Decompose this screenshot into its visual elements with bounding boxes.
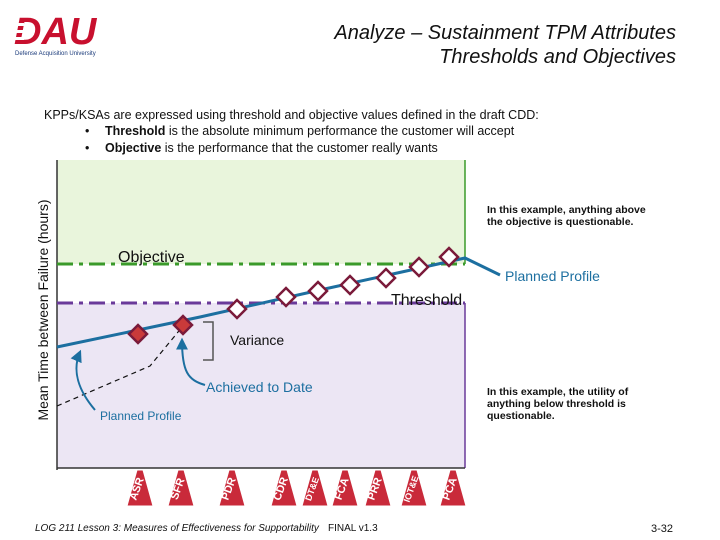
milestone-dte: DT&E — [301, 469, 329, 507]
profile-marker — [438, 246, 460, 268]
milestone-marker — [439, 469, 467, 507]
achieved-marker — [127, 323, 149, 345]
footer-course: LOG 211 Lesson 3: Measures of Effectiven… — [35, 523, 319, 534]
milestone-marker — [126, 469, 154, 507]
note-line: the objective is questionable. — [487, 216, 634, 228]
logo-tagline: Defense Acquisition University — [15, 51, 96, 57]
milestone-sfr: SFR — [167, 469, 195, 507]
profile-marker — [307, 280, 329, 302]
objective-zone — [57, 160, 465, 264]
milestone-pca: PCA — [439, 469, 467, 507]
profile-marker — [275, 286, 297, 308]
note-line: anything below threshold is — [487, 398, 626, 410]
profile-marker — [408, 256, 430, 278]
profile-marker — [339, 274, 361, 296]
page-subtitle: Thresholds and Objectives — [439, 46, 676, 68]
achieved-marker — [172, 314, 194, 336]
footer-page: 3-32 — [651, 523, 674, 535]
note-line: In this example, the utility of — [487, 386, 629, 398]
dau-logo: DAU Defense Acquisition University — [14, 11, 98, 57]
milestone-marker — [167, 469, 195, 507]
milestone-prr: PRR — [364, 469, 392, 507]
note-line: questionable. — [487, 410, 555, 422]
profile-marker — [375, 267, 397, 289]
milestone-marker — [270, 469, 298, 507]
milestones: ASR SFR PDR CDR DT&E FCA PRR IOT&E PCA — [126, 469, 467, 507]
bullet-marker: • — [85, 141, 90, 155]
achieved-label: Achieved to Date — [206, 379, 313, 395]
planned-profile-left-label: Planned Profile — [100, 409, 182, 423]
planned-profile-right-label: Planned Profile — [505, 268, 600, 284]
milestone-cdr: CDR — [270, 469, 298, 507]
note-line: In this example, anything above — [487, 204, 646, 216]
bullet-marker: • — [85, 124, 90, 138]
note-below-threshold: In this example, the utility of anything… — [487, 386, 628, 422]
intro-text: KPPs/KSAs are expressed using threshold … — [44, 108, 539, 122]
objective-label: Objective — [118, 249, 185, 266]
profile-markers — [226, 246, 460, 320]
milestone-iote: IOT&E — [400, 469, 428, 507]
milestone-marker — [218, 469, 246, 507]
bullet-objective: • Objective is the performance that the c… — [85, 141, 438, 155]
achieved-to-date-line — [56, 325, 184, 407]
note-above-objective: In this example, anything above the obje… — [487, 204, 646, 228]
milestone-asr: ASR — [126, 469, 154, 507]
logo-letters: DAU — [14, 11, 98, 53]
threshold-label: Threshold — [391, 292, 463, 309]
milestone-marker — [364, 469, 392, 507]
footer-version: FINAL v1.3 — [328, 523, 378, 534]
milestone-fca: FCA — [331, 469, 359, 507]
bullet-term: Objective — [105, 141, 162, 155]
planned-profile-left-arrow — [70, 349, 96, 411]
bullet-threshold: • Threshold is the absolute minimum perfo… — [85, 124, 514, 138]
profile-marker — [226, 298, 248, 320]
variance-label: Variance — [230, 332, 285, 348]
threshold-zone — [57, 303, 465, 468]
achieved-markers — [127, 314, 194, 345]
bullet-term: Threshold — [105, 124, 166, 138]
milestone-pdr: PDR — [218, 469, 246, 507]
bullet-rest: is the performance that the customer rea… — [161, 141, 438, 155]
achieved-arrow — [176, 337, 206, 386]
milestone-marker — [400, 469, 428, 507]
milestone-marker — [331, 469, 359, 507]
page-title: Analyze – Sustainment TPM Attributes — [334, 22, 676, 44]
bullet-rest: is the absolute minimum performance the … — [165, 124, 515, 138]
milestone-marker — [301, 469, 329, 507]
variance-bracket — [203, 321, 214, 361]
